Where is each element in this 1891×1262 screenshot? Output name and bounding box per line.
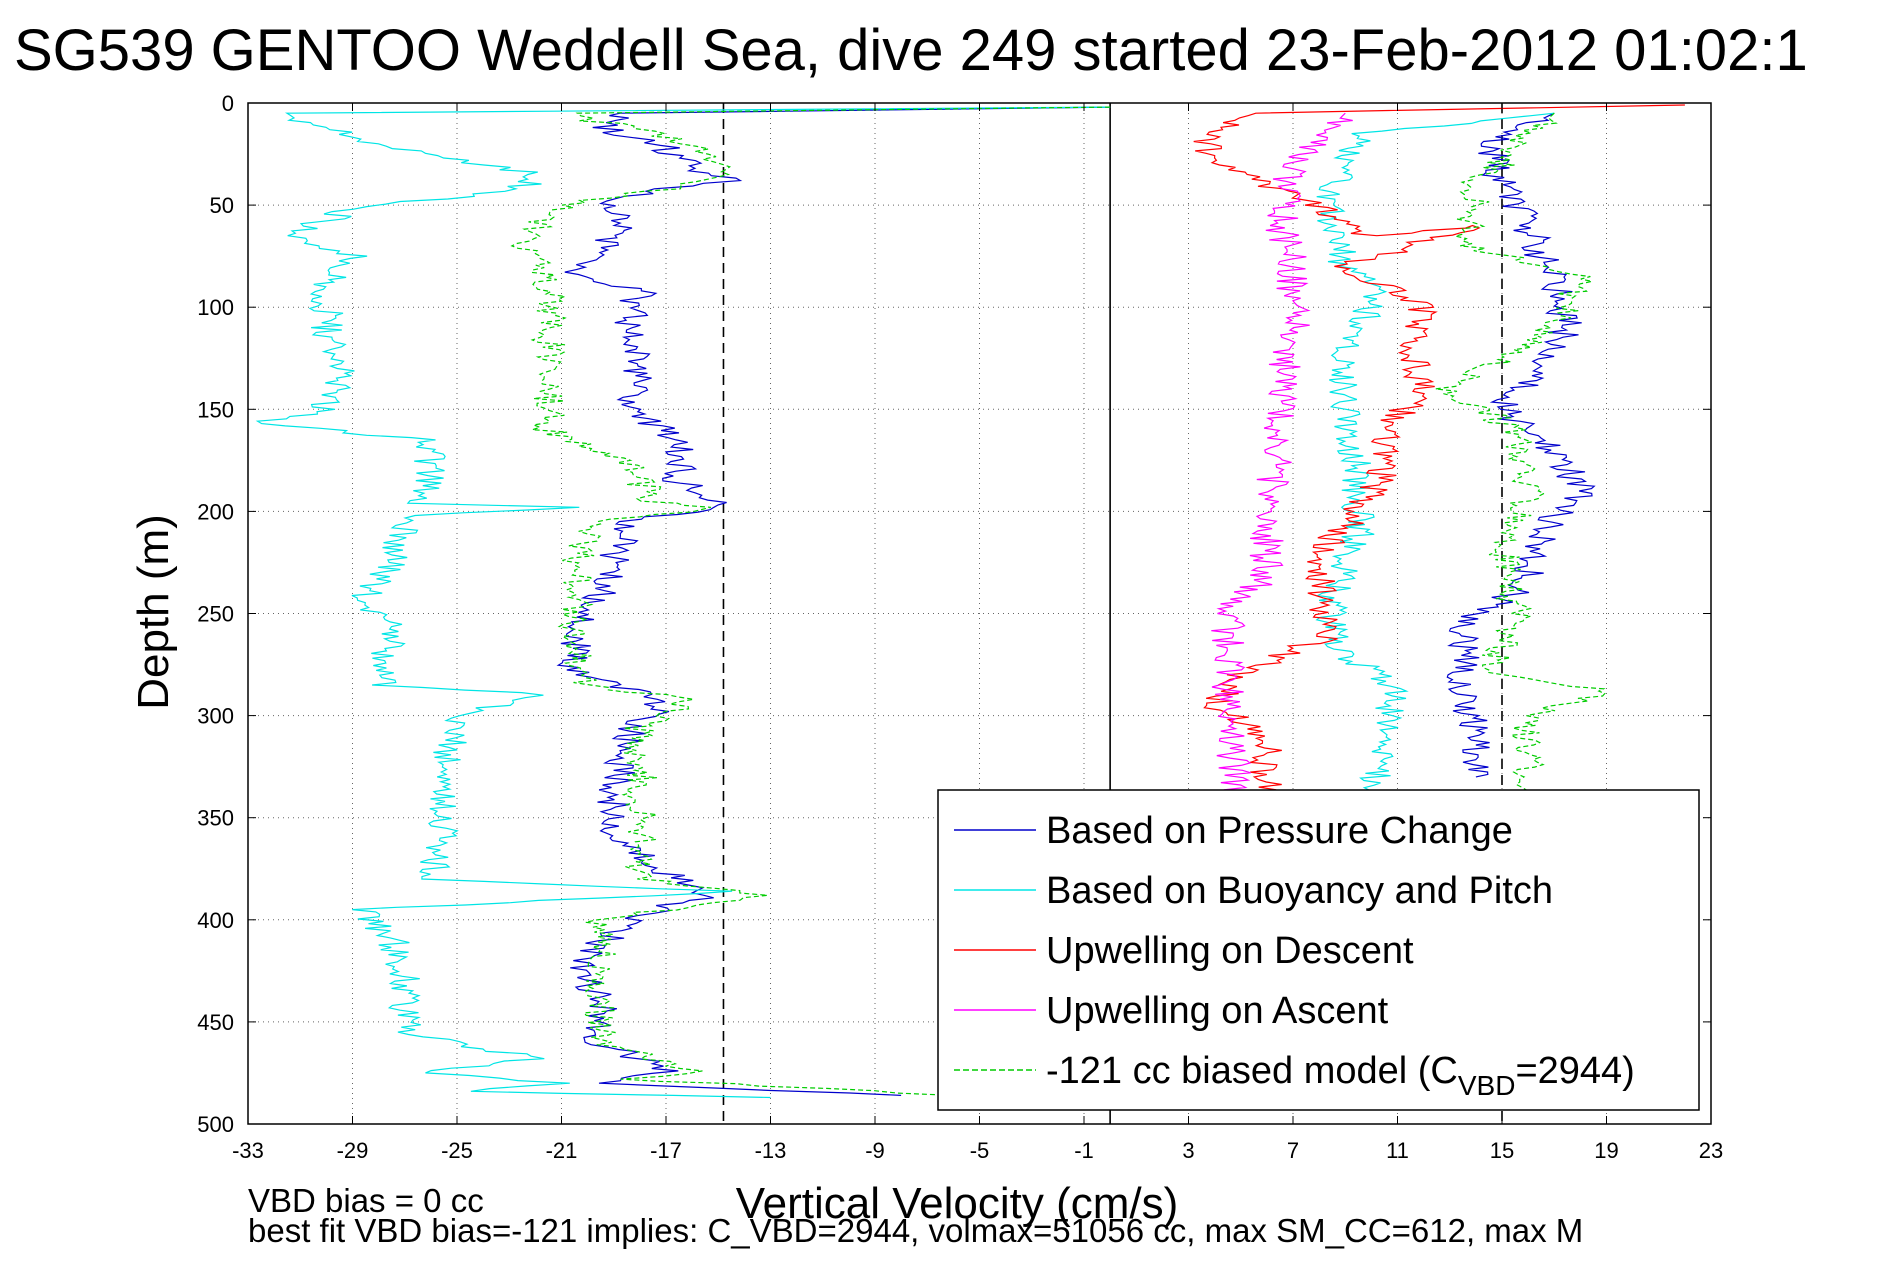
- series-line: [1446, 112, 1596, 778]
- y-tick-label: 50: [210, 193, 234, 218]
- legend-suffix: =2944): [1515, 1050, 1634, 1092]
- x-tick-label: 3: [1182, 1138, 1194, 1163]
- x-axis-label: Vertical Velocity (cm/s): [736, 1179, 1179, 1228]
- series-line: [255, 106, 1111, 1099]
- series-line: [1193, 104, 1685, 798]
- x-tick-label: -9: [865, 1138, 885, 1163]
- legend-label: -121 cc biased model (CVBD=2944): [1046, 1050, 1635, 1101]
- legend-label: Based on Pressure Change: [1046, 810, 1513, 852]
- x-tick-labels: -33 -29 -25 -21 -17 -13 -9 -5 -1 3 7 11 15 19 23: [232, 1138, 1723, 1163]
- legend-label-text: Upwelling on Ascent: [1046, 990, 1389, 1032]
- x-tick-label: -17: [650, 1138, 682, 1163]
- series-line: [556, 106, 1111, 1096]
- series-line: [1435, 112, 1606, 798]
- legend-label-text: Based on Buoyancy and Pitch: [1046, 870, 1553, 912]
- x-tick-label: 19: [1594, 1138, 1618, 1163]
- x-tick-label: -29: [337, 1138, 369, 1163]
- legend-label-text: -121 cc biased model (C: [1046, 1050, 1458, 1092]
- y-tick-label: 300: [197, 704, 234, 729]
- footer-line-1: VBD bias = 0 cc: [248, 1182, 484, 1219]
- x-tick-label: 11: [1386, 1138, 1409, 1163]
- x-tick-label: 15: [1490, 1138, 1514, 1163]
- y-tick-label: 0: [222, 91, 234, 116]
- x-tick-label: -1: [1074, 1138, 1094, 1163]
- chart-title: SG539 GENTOO Weddell Sea, dive 249 start…: [14, 18, 1808, 83]
- y-tick-label: 400: [197, 908, 234, 933]
- legend-label: Based on Buoyancy and Pitch: [1046, 870, 1553, 912]
- y-axis-label: Depth (m): [129, 514, 178, 710]
- series-line: [1211, 112, 1353, 798]
- axes-box: [247, 102, 1712, 1125]
- series-line: [510, 106, 1111, 1096]
- x-tick-label: -5: [970, 1138, 990, 1163]
- legend-box: [937, 789, 1700, 1111]
- y-tick-labels: 0 50 100 150 200 250 300 350 400 450 500: [197, 91, 234, 1137]
- legend-label: Upwelling on Ascent: [1046, 990, 1389, 1032]
- x-tick-label: -33: [232, 1138, 264, 1163]
- y-tick-label: 500: [197, 1112, 234, 1137]
- legend-subscript: VBD: [1458, 1070, 1516, 1101]
- legend-label-text: Upwelling on Descent: [1046, 930, 1414, 972]
- y-tick-label: 450: [197, 1010, 234, 1035]
- x-tick-label: -25: [441, 1138, 473, 1163]
- x-tick-label: -13: [755, 1138, 787, 1163]
- legend-label: Upwelling on Descent: [1046, 930, 1414, 972]
- x-tick-label: -21: [546, 1138, 578, 1163]
- data-series: [255, 104, 1685, 1099]
- legend-label-text: Based on Pressure Change: [1046, 810, 1513, 852]
- legend: Based on Pressure Change Based on Buoyanc…: [937, 789, 1700, 1111]
- y-tick-label: 350: [197, 806, 234, 831]
- y-tick-label: 200: [197, 499, 234, 524]
- y-tick-label: 150: [197, 397, 234, 422]
- axes-frame: [247, 102, 1712, 1125]
- y-tick-label: 100: [197, 295, 234, 320]
- x-tick-label: 7: [1287, 1138, 1299, 1163]
- series-line: [1315, 112, 1555, 798]
- footer-line-2: best fit VBD bias=-121 implies: C_VBD=29…: [248, 1212, 1583, 1249]
- x-tick-label: 23: [1699, 1138, 1723, 1163]
- y-tick-label: 250: [197, 602, 234, 627]
